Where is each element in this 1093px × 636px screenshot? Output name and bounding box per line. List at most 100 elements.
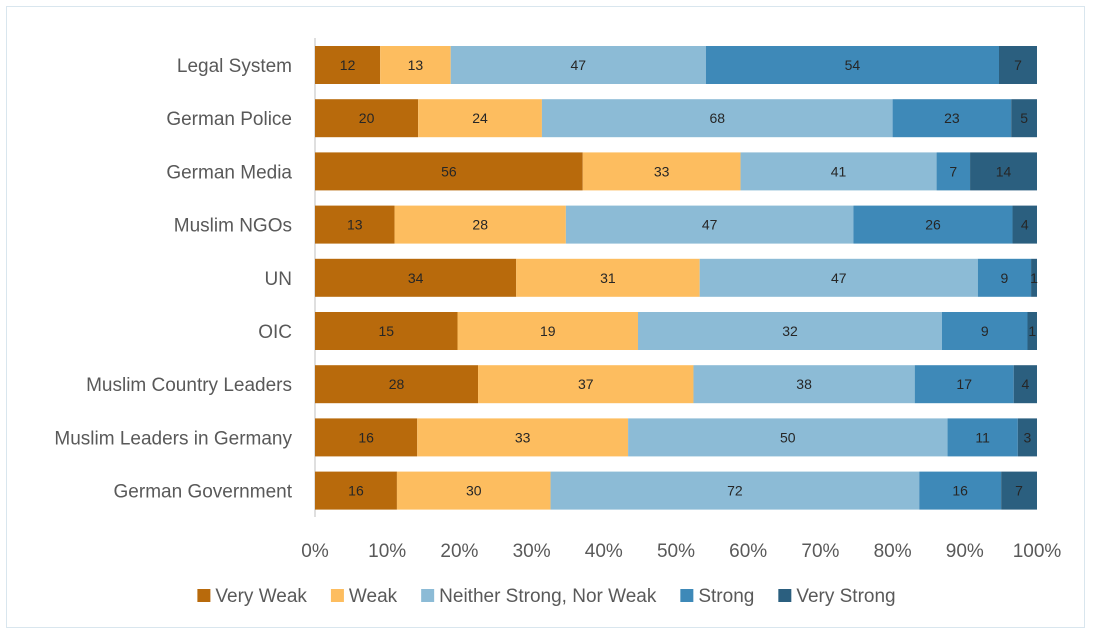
data-label: 68 xyxy=(709,110,725,126)
bar-segment xyxy=(315,152,583,191)
data-label: 33 xyxy=(654,163,670,179)
bar-segment xyxy=(1013,365,1037,404)
data-label: 19 xyxy=(540,323,556,339)
data-label: 56 xyxy=(441,163,457,179)
category-label: Legal System xyxy=(177,56,292,77)
x-tick-label: 30% xyxy=(513,541,551,562)
x-tick-label: 0% xyxy=(301,541,329,562)
bar-segment xyxy=(892,99,1012,138)
data-label: 4 xyxy=(1021,376,1029,392)
bar-segment xyxy=(396,471,551,510)
chart-frame xyxy=(6,6,1085,628)
data-label: 47 xyxy=(831,270,847,286)
x-tick-label: 80% xyxy=(874,541,912,562)
bar-segment xyxy=(315,418,418,457)
data-label: 16 xyxy=(952,483,968,499)
bar-segment xyxy=(516,258,700,297)
bar-segment xyxy=(740,152,937,191)
data-label: 15 xyxy=(378,323,394,339)
data-label: 9 xyxy=(1001,270,1009,286)
x-tick-label: 40% xyxy=(585,541,623,562)
bar-segment xyxy=(853,205,1013,244)
bar-segment xyxy=(1012,205,1037,244)
bar-segment xyxy=(315,205,395,244)
legend-swatch xyxy=(778,589,792,602)
data-label: 12 xyxy=(340,57,356,73)
bar-segment xyxy=(1017,418,1037,457)
bar-segment xyxy=(582,152,741,191)
legend-label: Neither Strong, Nor Weak xyxy=(439,586,657,607)
data-label: 7 xyxy=(949,163,957,179)
x-tick-label: 20% xyxy=(440,541,478,562)
data-label: 50 xyxy=(780,429,796,445)
bar-segment xyxy=(478,365,694,404)
bar-segment xyxy=(999,46,1037,84)
bar-segment xyxy=(919,471,1002,510)
category-label: German Police xyxy=(166,109,292,130)
data-label: 1 xyxy=(1028,323,1036,339)
bar-segment xyxy=(417,418,629,457)
bar-segment xyxy=(315,312,458,350)
bar-segment xyxy=(1011,99,1037,138)
x-tick-label: 90% xyxy=(946,541,984,562)
data-label: 13 xyxy=(347,217,363,233)
bar-segment xyxy=(693,365,915,404)
data-label: 33 xyxy=(515,429,531,445)
legend-swatch xyxy=(330,589,344,602)
bar-segment xyxy=(638,312,942,350)
data-label: 41 xyxy=(831,163,847,179)
data-label: 32 xyxy=(782,323,798,339)
bar-segment xyxy=(380,46,451,84)
data-label: 13 xyxy=(408,57,424,73)
data-label: 72 xyxy=(727,483,743,499)
bar-segment xyxy=(550,471,920,510)
bar-segment xyxy=(315,258,517,297)
data-label: 5 xyxy=(1020,110,1028,126)
x-tick-label: 100% xyxy=(1013,541,1062,562)
legend-label: Very Weak xyxy=(215,586,307,607)
bar-segment xyxy=(947,418,1018,457)
category-label: Muslim NGOs xyxy=(174,216,292,237)
bar-segment xyxy=(936,152,971,191)
x-tick-label: 70% xyxy=(801,541,839,562)
data-label: 28 xyxy=(472,217,488,233)
data-label: 34 xyxy=(408,270,424,286)
data-label: 1 xyxy=(1030,270,1038,286)
category-label: OIC xyxy=(258,322,292,343)
bar-segment xyxy=(1031,258,1037,297)
bar-segment xyxy=(541,99,893,138)
x-tick-label: 50% xyxy=(657,541,695,562)
bar-segment xyxy=(315,471,397,510)
legend-swatch xyxy=(680,589,694,602)
data-label: 23 xyxy=(944,110,960,126)
category-label: UN xyxy=(265,269,292,290)
data-label: 38 xyxy=(796,376,812,392)
x-axis-ticks: 0% 10% 20% 30% 40% 50% 60% 70% 80% 90% 100% xyxy=(301,541,1061,562)
legend-label: Very Strong xyxy=(796,586,895,607)
data-label: 20 xyxy=(359,110,375,126)
bar-segment xyxy=(705,46,999,84)
data-label: 7 xyxy=(1015,483,1023,499)
bar-segment xyxy=(699,258,978,297)
bar-segment xyxy=(315,46,381,84)
data-label: 24 xyxy=(472,110,488,126)
category-labels: Legal System German Police German Media Mus… xyxy=(54,56,292,503)
x-tick-label: 60% xyxy=(729,541,767,562)
bar-segment xyxy=(970,152,1037,191)
bar-segment xyxy=(628,418,948,457)
data-label: 26 xyxy=(925,217,941,233)
data-label: 17 xyxy=(956,376,972,392)
bar-segment xyxy=(977,258,1032,297)
data-label: 3 xyxy=(1024,429,1032,445)
data-label: 47 xyxy=(570,57,586,73)
x-tick-label: 10% xyxy=(368,541,406,562)
bar-segment xyxy=(394,205,566,244)
category-label: German Government xyxy=(114,482,293,503)
bar-segment xyxy=(1001,471,1037,510)
data-label: 7 xyxy=(1014,57,1022,73)
category-label: Muslim Country Leaders xyxy=(86,375,292,396)
data-label: 16 xyxy=(358,429,374,445)
bar-segment xyxy=(1027,312,1037,350)
